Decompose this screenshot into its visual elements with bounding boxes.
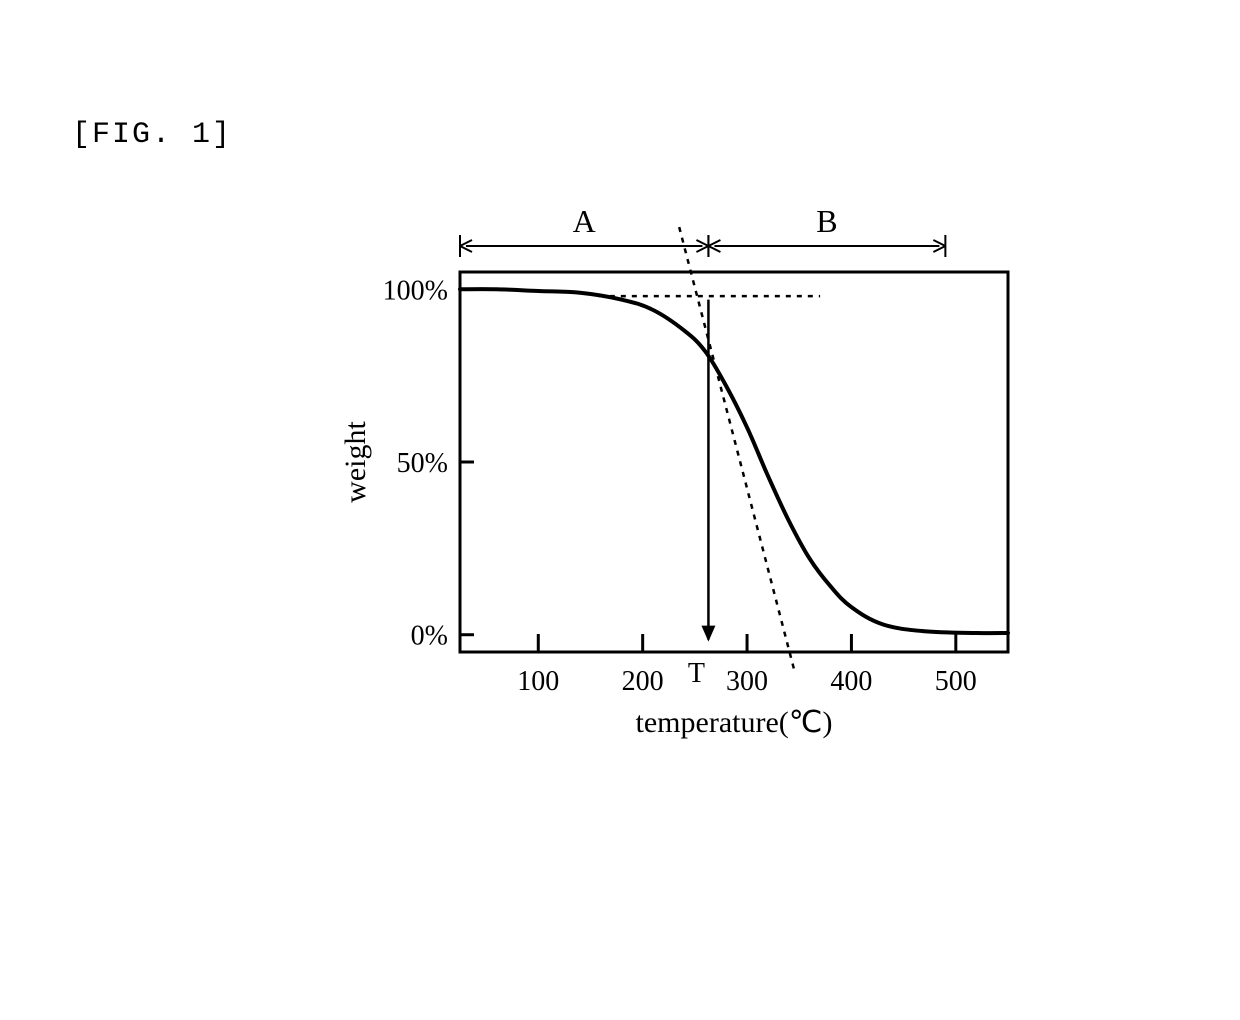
T-label: T [688,658,705,689]
x-tick-label: 300 [726,666,768,697]
x-tick-label: 200 [622,666,664,697]
tga-chart: 100 200 300 400 500 temperature(℃) 0% 50% 100% we… [0,0,1240,1020]
region-label: B [816,203,837,239]
x-tick-label: 100 [517,666,559,697]
region-label: A [573,203,596,239]
x-tick-label: 400 [830,666,872,697]
y-tick-label: 50% [397,448,448,479]
tangent-slope [679,227,794,669]
plot-border [460,272,1008,652]
drop-arrow-head [701,626,715,642]
tga-curve [460,289,1008,633]
y-tick-label: 0% [411,621,448,652]
y-axis-label: weight [339,421,372,503]
figure-caption: [FIG. 1] [72,118,232,152]
x-tick-label: 500 [935,666,977,697]
y-tick-label: 100% [383,275,448,306]
x-axis-label: temperature(℃) [636,706,833,739]
